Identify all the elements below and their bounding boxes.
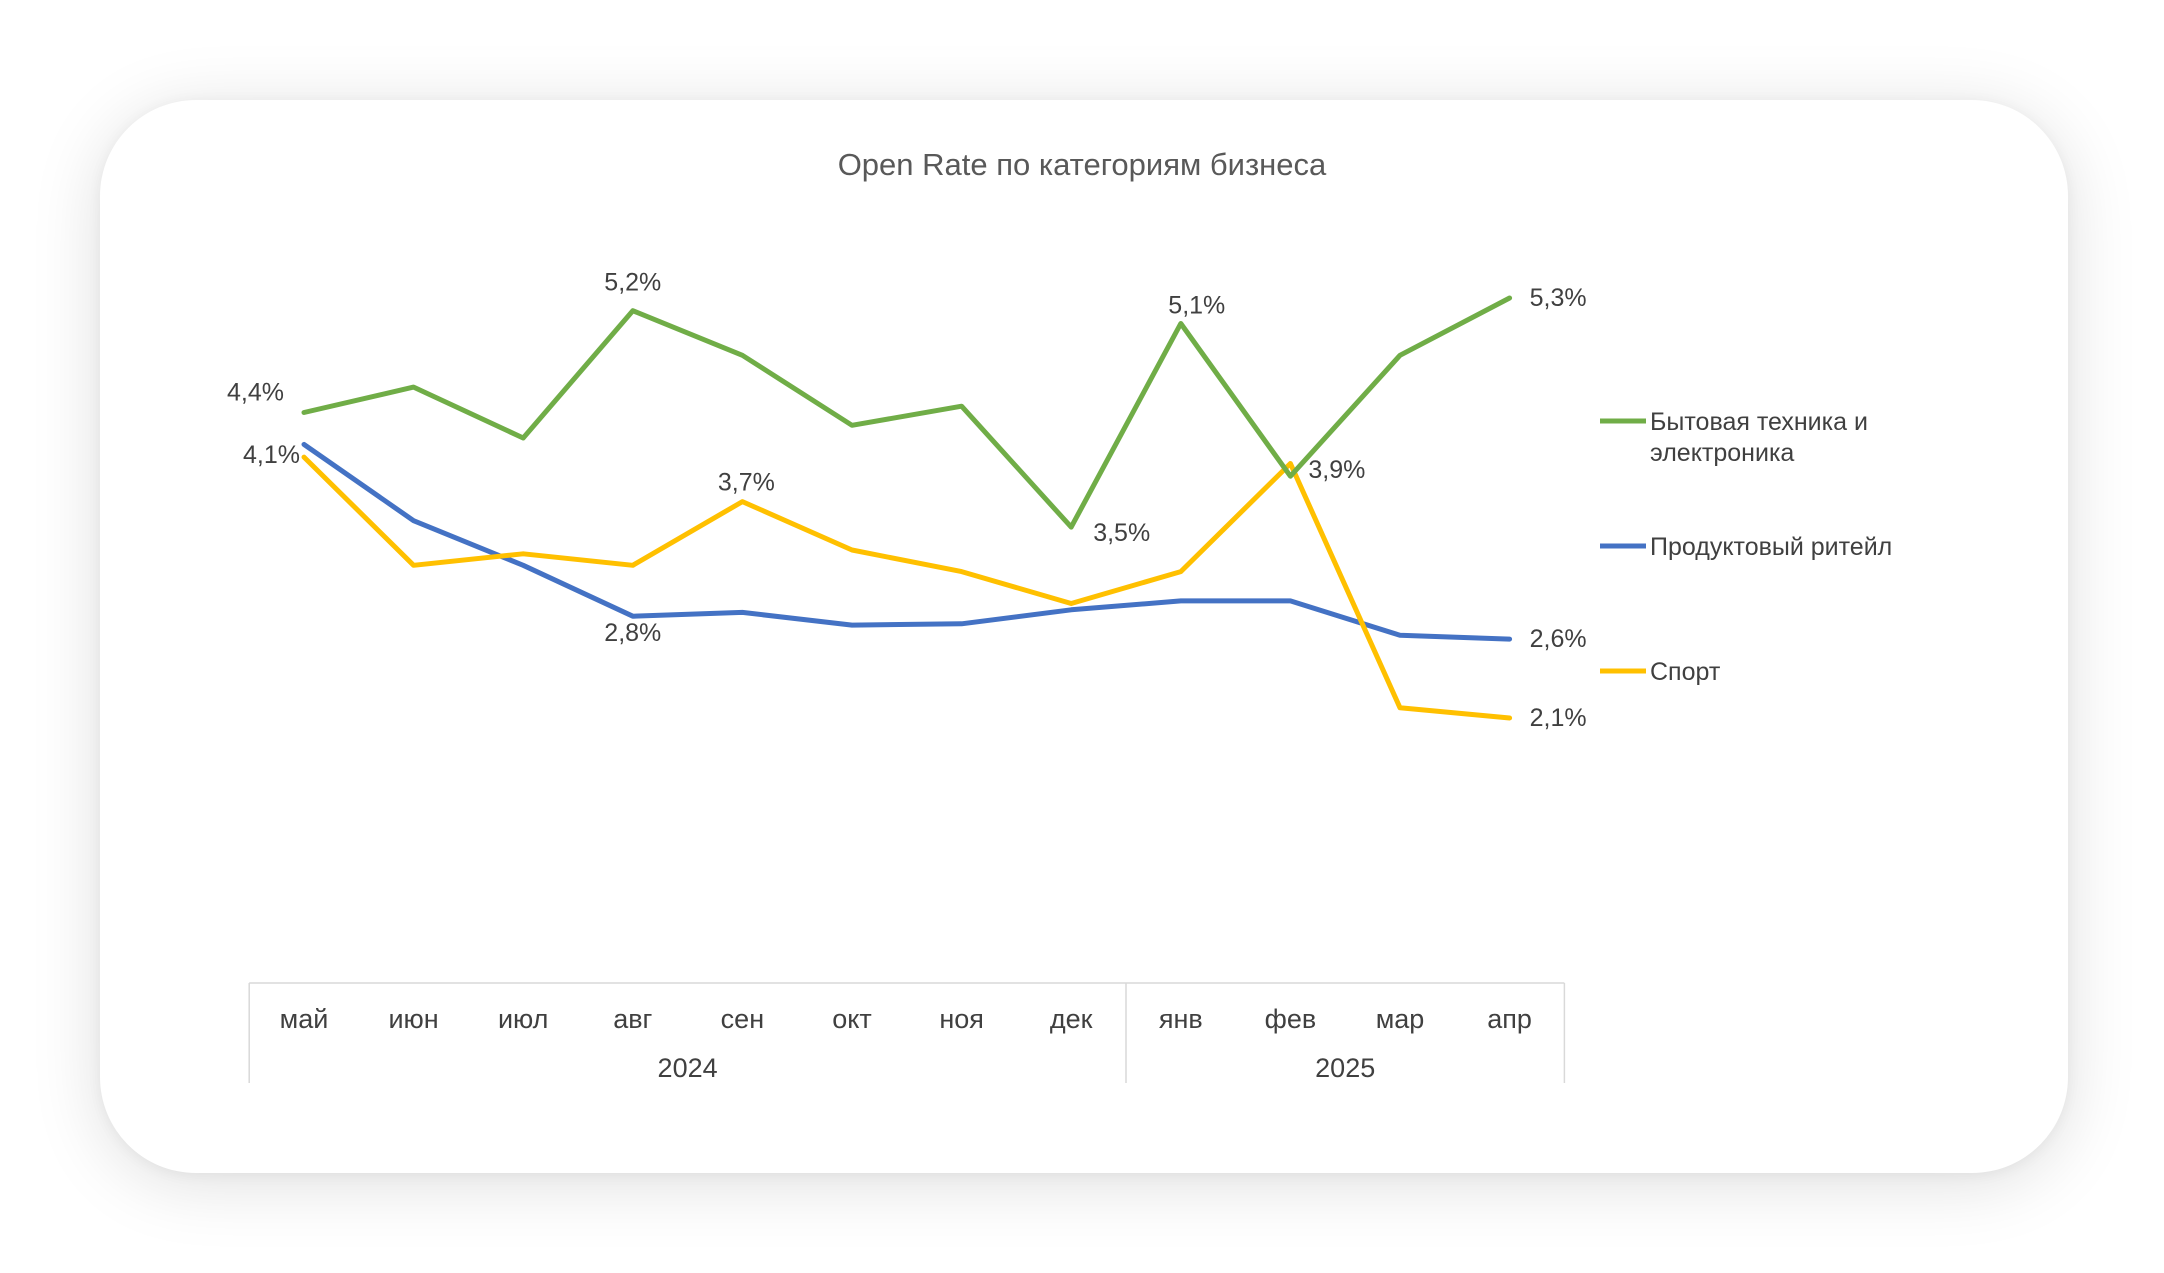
x-tick-label: мар: [1376, 1004, 1425, 1034]
x-tick-label: ноя: [939, 1004, 984, 1034]
data-label: 2,8%: [604, 619, 661, 647]
data-label: 5,3%: [1530, 284, 1587, 312]
x-tick-label: авг: [613, 1004, 652, 1034]
x-tick-label: июл: [498, 1004, 549, 1034]
legend-label: электроника: [1650, 439, 1794, 467]
data-label: 2,6%: [1530, 625, 1587, 653]
x-tick-label: сен: [721, 1004, 764, 1034]
data-label: 3,9%: [1308, 456, 1365, 484]
x-tick-label: июн: [388, 1004, 438, 1034]
series-line-0: [301, 295, 1513, 530]
x-tick-label: окт: [832, 1004, 872, 1034]
data-label: 4,1%: [243, 441, 300, 469]
series-lines: [301, 295, 1513, 721]
x-tick-label: фев: [1265, 1004, 1317, 1034]
data-label: 3,5%: [1093, 519, 1150, 547]
data-label: 2,1%: [1530, 704, 1587, 732]
legend: Бытовая техника и электроника Продуктовый …: [1600, 408, 1892, 686]
data-label: 5,2%: [604, 269, 661, 297]
x-tick-label: май: [280, 1004, 329, 1034]
x-axis: май июн июл авг сен окт ноя дек янв фев мар апр 2024…: [248, 982, 1566, 1083]
x-tick-label: дек: [1050, 1004, 1093, 1034]
x-tick-label: апр: [1487, 1004, 1532, 1034]
data-label: 4,4%: [227, 379, 284, 407]
series-line-2: [301, 454, 1513, 721]
chart-title: Open Rate по категориям бизнеса: [838, 147, 1327, 182]
legend-label: Бытовая техника и: [1650, 408, 1868, 436]
legend-label: Спорт: [1650, 658, 1721, 686]
legend-label: Продуктовый ритейл: [1650, 533, 1892, 561]
year-group-label: 2025: [1315, 1053, 1375, 1083]
year-group-label: 2024: [658, 1053, 718, 1083]
x-tick-label: янв: [1159, 1004, 1203, 1034]
data-labels: 4,4% 5,2% 3,5% 5,1% 3,9% 5,3% 2,8% 2,6% 4,1% 3,7%…: [227, 269, 1587, 732]
data-label: 3,7%: [718, 469, 775, 497]
chart-card: [100, 100, 2068, 1173]
data-label: 5,1%: [1168, 291, 1225, 319]
